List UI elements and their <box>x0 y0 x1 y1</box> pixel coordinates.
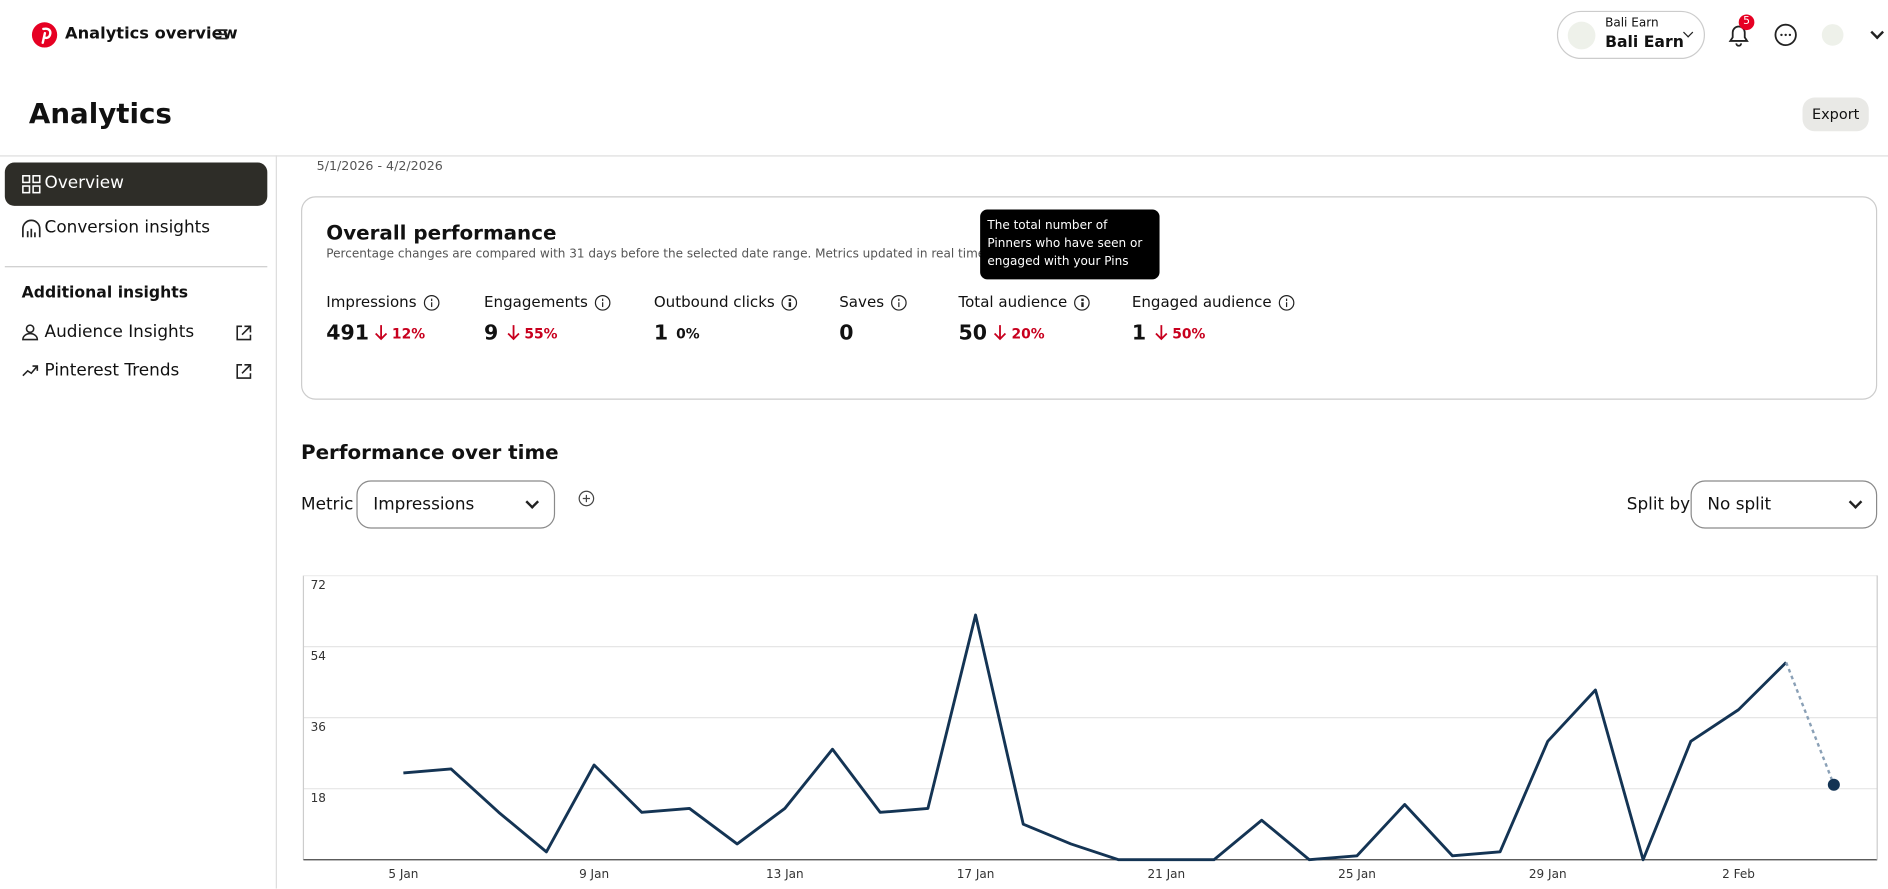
info-icon[interactable] <box>423 295 440 311</box>
metric-value: 491 <box>326 321 370 346</box>
y-tick-label: 54 <box>311 649 326 663</box>
dropdown-value: No split <box>1707 494 1772 515</box>
y-tick-label: 72 <box>311 578 326 592</box>
section-title: Additional insights <box>21 284 189 303</box>
x-tick-label: 29 Jan <box>1529 867 1567 881</box>
metric-value: 50 <box>958 321 987 346</box>
projected-segment <box>1785 661 1835 786</box>
metric-label: Impressions <box>326 293 440 311</box>
metric-label: Engaged audience <box>1132 293 1295 311</box>
notification-badge: 5 <box>1738 14 1755 31</box>
metric-value: 1 <box>653 321 669 346</box>
account-name: Bali Earn <box>1605 33 1684 52</box>
info-icon[interactable] <box>1278 295 1295 311</box>
x-tick-label: 25 Jan <box>1338 867 1376 881</box>
down-arrow <box>993 325 1007 341</box>
chart: 18 36 54 72 5 Jan 9 Jan 13 Jan 17 Jan 21 Jan 25 J… <box>302 574 1878 881</box>
date-range: 5/1/2026 - 4/2/2026 <box>316 158 443 174</box>
overall-card <box>301 196 1878 400</box>
account-switcher[interactable]: Bali Earn Bali Earn <box>1556 10 1706 60</box>
down-arrow <box>1154 325 1167 341</box>
header-divider <box>0 155 1888 157</box>
info-icon[interactable] <box>1074 295 1091 311</box>
sidebar-divider <box>275 155 277 889</box>
info-icon[interactable] <box>595 295 611 311</box>
y-tick-label: 36 <box>311 720 326 734</box>
logo[interactable] <box>31 22 58 48</box>
info-icon[interactable] <box>891 295 907 311</box>
export-button[interactable]: Export <box>1802 97 1869 132</box>
external-icon <box>236 364 252 379</box>
menu-icon[interactable] <box>215 29 228 40</box>
metric-value: 1 <box>1131 321 1147 346</box>
metric-dropdown[interactable]: Impressions <box>356 480 556 529</box>
metric-change: 0% <box>676 325 700 342</box>
y-tick-label: 18 <box>311 791 326 805</box>
x-tick-label: 5 Jan <box>388 867 418 881</box>
metric-value: 0 <box>839 321 854 346</box>
nav-item[interactable]: Conversion insights <box>44 217 211 238</box>
metric-change: 50% <box>1172 325 1206 342</box>
trends-icon <box>22 365 39 377</box>
metric-label: Engagements <box>484 293 611 311</box>
card-note: Percentage changes are compared with 31 … <box>326 248 1050 262</box>
metric-change: 12% <box>391 325 426 342</box>
split-dropdown[interactable]: No split <box>1690 480 1878 529</box>
metric-label: Outbound clicks <box>654 293 798 311</box>
chevron <box>525 495 540 509</box>
metric-label: Total audience <box>958 293 1091 311</box>
profile-avatar[interactable] <box>1821 24 1844 46</box>
messages-icon[interactable] <box>1774 23 1798 47</box>
audience-icon <box>22 324 39 341</box>
x-tick-label: 21 Jan <box>1147 867 1185 881</box>
card-title: Overall performance <box>326 221 557 245</box>
x-tick-label: 9 Jan <box>579 867 609 881</box>
line-series <box>403 613 1788 862</box>
split-label: Split by <box>1626 494 1691 515</box>
last-point <box>1827 778 1840 791</box>
nav-item-active[interactable]: Overview <box>4 162 268 206</box>
app-title: Analytics overview <box>65 24 238 44</box>
tooltip: The total number of Pinners who have see… <box>980 209 1160 280</box>
divider <box>4 266 268 268</box>
down-arrow <box>506 325 520 341</box>
chevron <box>1683 27 1694 38</box>
section-title: Performance over time <box>301 440 559 464</box>
add-metric[interactable] <box>578 490 595 507</box>
nav-label: Overview <box>44 173 124 193</box>
account-label: Bali Earn <box>1605 16 1659 31</box>
down-arrow <box>374 325 387 341</box>
metric-change: 55% <box>524 325 558 342</box>
external-icon <box>236 325 252 341</box>
x-tick-label: 2 Feb <box>1722 867 1755 881</box>
overview-icon <box>22 175 41 194</box>
metric-value: 9 <box>484 321 499 346</box>
conversion-icon <box>22 219 41 238</box>
page-title: Analytics <box>28 98 172 131</box>
nav-link[interactable]: Audience Insights <box>44 322 195 342</box>
info-icon[interactable] <box>782 295 798 311</box>
profile-chevron[interactable] <box>1870 25 1885 40</box>
nav-link[interactable]: Pinterest Trends <box>44 361 180 381</box>
metric-label: Saves <box>839 293 907 311</box>
metric-change: 20% <box>1011 325 1045 342</box>
dropdown-value: Impressions <box>373 494 475 515</box>
x-tick-label: 17 Jan <box>957 867 995 881</box>
chevron <box>1848 495 1863 509</box>
metric-label: Metric <box>301 494 354 515</box>
x-tick-label: 13 Jan <box>766 867 804 881</box>
account-avatar <box>1567 21 1596 50</box>
